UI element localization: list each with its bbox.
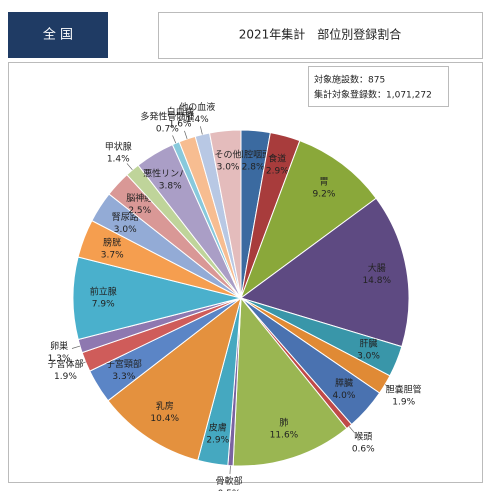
slice-value-label: 2.8% [242,162,265,172]
slice-value-label: 7.9% [92,300,115,310]
slice-value-label: 9.2% [313,190,336,200]
slice-value-label: 0.7% [156,125,179,135]
slice-value-label: 1.3% [48,354,71,364]
slice-label: 多発性骨髄腫 [140,111,194,123]
slice-label: 骨軟部 [216,475,243,487]
pie-slice [107,296,242,461]
slice-label: 膀胱 [103,237,121,249]
slice-label: 喉頭 [354,431,372,443]
slice-label: 甲状腺 [105,141,132,153]
leader-line [348,426,355,434]
slice-label: 肺 [279,417,288,428]
slice-value-label: 1.4% [186,115,209,125]
slice-value-label: 3.7% [101,251,124,261]
leader-line [200,126,203,135]
note: 集計対象登録数：1,071,272 [314,89,432,101]
slice-value-label: 1.6% [169,120,192,130]
leader-line [172,135,177,144]
pie-slice [239,139,377,300]
slice-label: 前立腺 [90,286,117,298]
slice-label: 腎尿路 [112,211,139,223]
title-box [158,12,483,59]
slice-label: 子宮体部 [47,358,83,370]
slice-value-label: 1.9% [54,372,77,382]
slice-value-label: 14.8% [362,276,391,286]
leader-line [384,384,393,390]
slice-label: 白血病 [167,106,194,118]
slice-value-label: 2.9% [206,435,229,445]
leader-line [126,163,133,171]
slice-value-label: 2.5% [128,206,151,216]
region-box [8,12,108,58]
slice-label: 大腸 [368,262,386,274]
leader-line [229,465,231,475]
slice-value-label: 3.0% [114,225,137,235]
slice-label: 食道 [268,153,286,165]
slice-value-label: 1.9% [392,397,415,407]
slice-label: 子宮頸部 [106,358,142,370]
slice-label: その他 [215,148,242,160]
slice-label: 皮膚 [209,421,227,433]
slice-label: 他の血液 [179,101,215,113]
slice-value-label: 0.6% [352,445,375,455]
leader-line [184,130,188,139]
pie-slice [232,296,348,467]
leader-line [77,361,86,366]
slice-label: 口腔咽頭 [235,148,271,160]
slice-value-label: 3.8% [159,181,182,191]
slice-value-label: 1.4% [107,155,130,165]
slice-value-label: 3.0% [357,352,380,362]
chart-title: 2021年集計 部位別登録割合 [239,27,402,42]
slice-value-label: 11.6% [270,430,299,440]
slice-label: 胆嚢胆管 [386,383,422,395]
slice-label: 膵臓 [335,378,353,389]
slice-value-label: 3.0% [217,162,240,172]
slice-value-label: 2.9% [266,167,289,177]
leader-line [71,345,81,349]
region-label: 全 国 [43,27,73,43]
note: 対象施設数：875 [314,74,385,86]
slice-label: 卵巣 [50,340,68,352]
pie-slice [208,129,242,299]
slice-value-label: 10.4% [150,414,179,424]
pie-slice [239,197,410,348]
slice-value-label: 4.0% [333,391,356,401]
note-box [308,66,449,107]
slice-label: 乳房 [156,400,174,412]
slice-value-label: 3.3% [112,372,135,382]
slice-label: 肝臓 [360,339,378,350]
slice-label: 胃 [319,177,328,188]
